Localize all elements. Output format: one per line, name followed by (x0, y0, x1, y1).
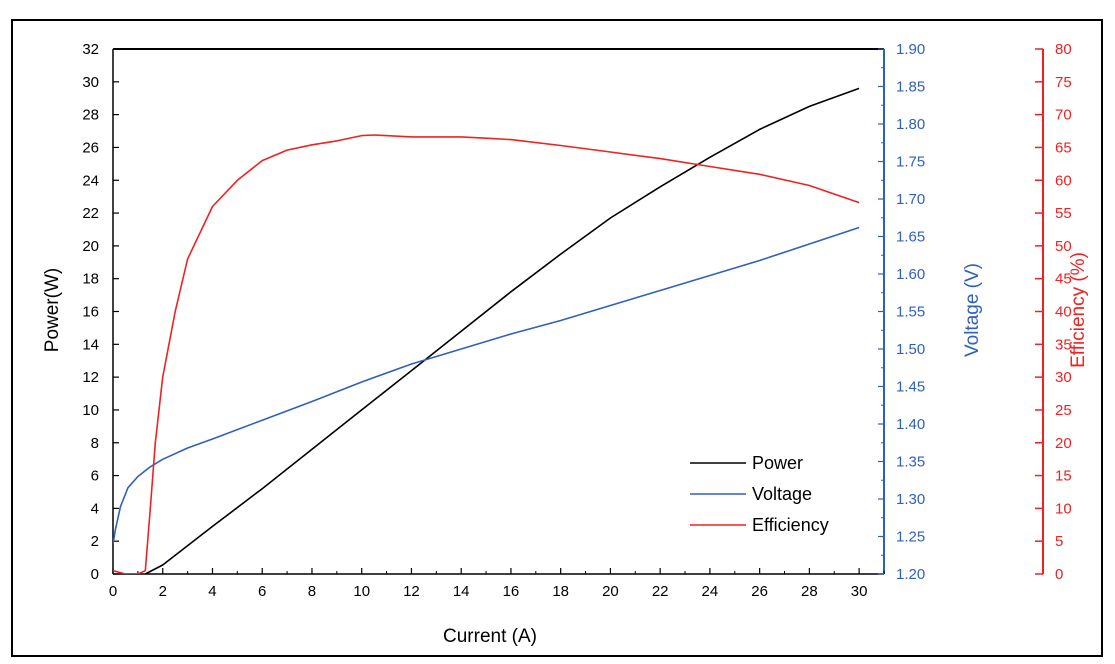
x-tick-label: 14 (453, 583, 470, 600)
x-tick-label: 26 (751, 583, 768, 600)
axes: 0 2 4 6 8 10 12 14 16 18 20 22 24 26 28 300246810121416… (82, 41, 1071, 600)
y-tick-label-efficiency: 55 (1055, 205, 1072, 222)
x-tick-label: 12 (403, 583, 420, 600)
y-tick-label-power: 6 (91, 468, 99, 485)
y-axis-title-efficiency: Efficiency (%) (1068, 252, 1089, 368)
y-tick-label-power: 22 (82, 205, 99, 222)
y-tick-label-efficiency: 75 (1055, 74, 1072, 91)
x-tick-label: 18 (552, 583, 569, 600)
y-tick-label-voltage: 1.45 (896, 379, 925, 396)
y-tick-label-voltage: 1.70 (896, 191, 925, 208)
x-tick-label: 0 (109, 583, 117, 600)
y-tick-label-voltage: 1.40 (896, 416, 925, 433)
y-tick-label-voltage: 1.55 (896, 304, 925, 321)
x-tick-label: 28 (801, 583, 818, 600)
y-tick-label-voltage: 1.80 (896, 116, 925, 133)
x-tick-label: 4 (208, 583, 216, 600)
y-tick-label-efficiency: 45 (1055, 271, 1072, 288)
x-tick-label: 6 (258, 583, 266, 600)
y-tick-label-power: 28 (82, 107, 99, 124)
x-tick-label: 24 (702, 583, 719, 600)
x-tick-label: 16 (503, 583, 520, 600)
y-tick-label-power: 32 (82, 41, 99, 58)
series-line-voltage (113, 226, 860, 545)
y-tick-label-efficiency: 20 (1055, 435, 1072, 452)
legend-label-efficiency: Efficiency (752, 515, 829, 535)
y-axis-title-voltage: Voltage (V) (962, 263, 983, 357)
series-line-efficiency (113, 134, 860, 574)
x-axis-title: Current (A) (443, 626, 537, 647)
y-axis-title-power: Power(W) (42, 268, 63, 352)
y-tick-label-voltage: 1.25 (896, 529, 925, 546)
y-tick-label-efficiency: 25 (1055, 402, 1072, 419)
y-tick-label-voltage: 1.85 (896, 79, 925, 96)
y-tick-label-efficiency: 10 (1055, 500, 1072, 517)
y-tick-label-efficiency: 65 (1055, 139, 1072, 156)
y-tick-label-voltage: 1.30 (896, 491, 925, 508)
y-tick-label-voltage: 1.20 (896, 566, 925, 583)
x-tick-label: 20 (602, 583, 619, 600)
x-tick-label: 30 (851, 583, 868, 600)
y-tick-label-power: 16 (82, 304, 99, 321)
legend-label-power: Power (752, 453, 803, 473)
y-tick-label-power: 26 (82, 139, 99, 156)
y-tick-label-efficiency: 5 (1055, 533, 1063, 550)
y-tick-label-efficiency: 40 (1055, 304, 1072, 321)
series-line-power (144, 87, 860, 574)
y-tick-label-efficiency: 35 (1055, 336, 1072, 353)
x-tick-label: 8 (308, 583, 316, 600)
y-tick-label-power: 20 (82, 238, 99, 255)
y-tick-label-efficiency: 15 (1055, 468, 1072, 485)
y-tick-label-voltage: 1.50 (896, 341, 925, 358)
figure-border (11, 19, 1103, 657)
y-tick-label-power: 14 (82, 336, 99, 353)
x-tick-label: 10 (353, 583, 370, 600)
y-tick-label-voltage: 1.90 (896, 41, 925, 58)
y-tick-label-power: 18 (82, 271, 99, 288)
y-tick-label-power: 24 (82, 172, 99, 189)
y-tick-label-power: 4 (91, 500, 99, 517)
series-layer (113, 87, 860, 574)
y-tick-label-power: 2 (91, 533, 99, 550)
legend-label-voltage: Voltage (752, 484, 812, 504)
y-tick-label-efficiency: 70 (1055, 107, 1072, 124)
y-tick-label-efficiency: 60 (1055, 172, 1072, 189)
y-tick-label-voltage: 1.35 (896, 454, 925, 471)
y-tick-label-power: 30 (82, 74, 99, 91)
y-tick-label-power: 0 (91, 566, 99, 583)
y-tick-label-power: 10 (82, 402, 99, 419)
x-tick-label: 22 (652, 583, 669, 600)
y-tick-label-efficiency: 0 (1055, 566, 1063, 583)
y-tick-label-power: 8 (91, 435, 99, 452)
x-tick-label: 2 (159, 583, 167, 600)
y-tick-label-efficiency: 30 (1055, 369, 1072, 386)
legend: Power Voltage Efficiency (690, 453, 829, 535)
y-tick-label-voltage: 1.75 (896, 154, 925, 171)
y-tick-label-voltage: 1.65 (896, 229, 925, 246)
y-tick-label-voltage: 1.60 (896, 266, 925, 283)
y-tick-label-power: 12 (82, 369, 99, 386)
y-tick-label-efficiency: 50 (1055, 238, 1072, 255)
y-tick-label-efficiency: 80 (1055, 41, 1072, 58)
